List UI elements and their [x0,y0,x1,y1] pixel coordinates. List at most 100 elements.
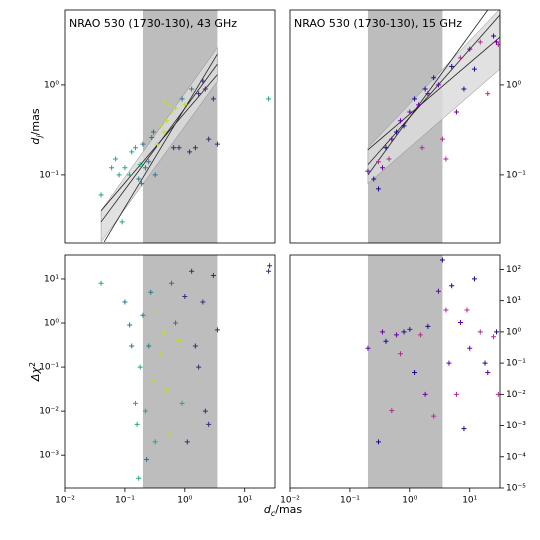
data-point [266,268,272,274]
data-point [446,360,452,366]
data-point [182,294,188,300]
data-point [171,145,177,151]
x-tick-label: 10⁻¹ [115,496,135,506]
data-point [158,351,164,357]
data-point [491,33,497,39]
data-point [139,181,145,187]
data-point [136,176,142,182]
data-point [142,408,148,414]
data-point [202,408,208,414]
data-point [439,257,445,263]
x-tick-label: 10⁰ [177,496,192,506]
y-tick-label: 10⁻¹ [506,170,526,180]
data-point [166,102,172,108]
data-point [182,102,188,108]
axes-frame [64,9,276,244]
data-point [401,329,407,335]
data-point [467,46,473,52]
axes-frame [64,254,276,489]
y-tick-label: 10⁻² [39,407,59,417]
data-point [169,109,175,115]
shaded-region [367,255,443,488]
data-point [200,299,206,305]
data-point [407,109,413,115]
confidence-band [367,10,500,185]
data-point [187,149,193,155]
data-point [196,364,202,370]
data-point [127,172,133,178]
y-tick-label: 10⁻⁴ [506,452,526,462]
data-point [449,64,455,70]
data-point [431,75,437,81]
data-point [122,165,128,171]
label-symbol: d [264,503,272,516]
data-point [206,136,212,142]
y-tick-label: 10¹ [506,296,521,306]
data-point [417,332,423,338]
data-point [491,334,497,340]
fit-line [367,36,500,151]
data-point [192,145,198,151]
data-point [116,172,122,178]
axes-frame [289,9,501,244]
label-sub: j [35,135,44,139]
confidence-band [100,46,218,243]
data-point [412,96,418,102]
data-point [375,159,381,165]
data-point [467,345,473,351]
data-point [267,263,273,269]
data-point [214,141,220,147]
data-point [407,326,413,332]
data-point [176,338,182,344]
data-point [482,360,488,366]
data-point [383,145,389,151]
x-tick-label: 10⁰ [402,496,417,506]
data-point [109,165,115,171]
data-point [184,439,190,445]
data-point [365,168,371,174]
data-point [179,400,185,406]
data-point [196,91,202,97]
x-tick-label: 10¹ [462,496,477,506]
data-point [457,319,463,325]
data-point [398,118,404,124]
data-point [394,332,400,338]
panel-title: NRAO 530 (1730-130), 43 GHz [69,17,237,30]
y-tick-label: 10⁻⁵ [506,484,526,494]
label-unit: /mas [29,108,42,135]
data-point [169,280,175,286]
axis-label: Δχ2 [28,362,43,382]
data-point [477,329,483,335]
data-point [401,123,407,129]
data-point [137,162,143,168]
data-point [398,351,404,357]
data-point [365,345,371,351]
data-point [189,86,195,92]
label-symbol: Δχ [29,367,42,383]
label-symbol: d [29,137,42,145]
y-tick-label: 10⁻¹ [506,359,526,369]
shaded-region [142,255,218,488]
y-tick-label: 10⁻³ [39,451,59,461]
x-tick-label: 10⁻² [280,496,300,506]
data-point [453,109,459,115]
data-point [192,343,198,349]
data-point [435,288,441,294]
y-tick-label: 10⁻² [506,390,526,400]
data-point [383,338,389,344]
data-point [494,329,500,335]
data-point [122,299,128,305]
data-point [179,96,185,102]
y-tick-label: 10⁰ [506,80,521,90]
y-tick-label: 10² [506,265,521,275]
data-point [137,364,143,370]
label-sub: c [271,509,276,518]
data-point [464,307,470,313]
plot-area [365,10,500,243]
panel-title: NRAO 530 (1730-130), 15 GHz [294,17,462,30]
fit-line [103,53,218,243]
data-point [140,312,146,318]
data-point [453,391,459,397]
data-point [155,141,161,147]
data-point [129,149,135,155]
